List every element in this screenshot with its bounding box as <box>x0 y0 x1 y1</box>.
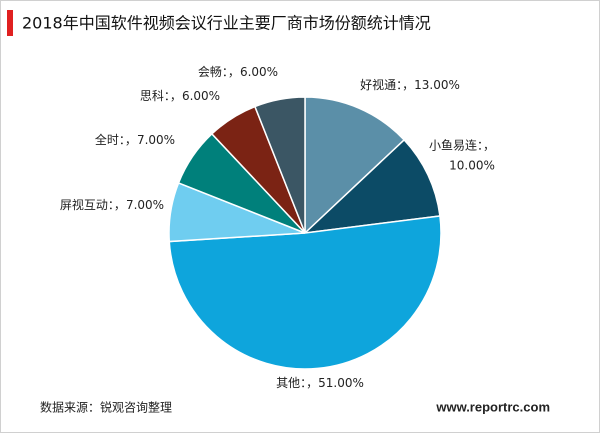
slice-category-label: 思科：， <box>140 89 182 103</box>
slice-label: 会畅：，6.00% <box>198 65 278 79</box>
slice-label: 全时：，7.00% <box>95 132 175 147</box>
slice-category-label: 好视通：， <box>360 77 414 92</box>
slice-category-label: 其他：， <box>276 376 318 390</box>
website: www.reportrc.com <box>435 399 550 414</box>
pie-slice <box>168 215 442 370</box>
slice-value-label: 7.00% <box>126 198 164 212</box>
slice-label: 思科：，6.00% <box>140 89 220 103</box>
pie-slice <box>302 138 441 235</box>
title-accent <box>7 10 13 36</box>
pie-slice <box>253 96 306 234</box>
source: 数据来源：锐观咨询整理 <box>40 400 172 415</box>
slice-value-label: 13.00% <box>414 78 460 92</box>
slice-category-label: 屏视互动：， <box>60 197 126 212</box>
slice-category-label: 全时：， <box>95 132 137 147</box>
slice-label: 其他：，51.00% <box>276 376 364 390</box>
pie-slice <box>304 96 406 235</box>
slice-value-label: 6.00% <box>240 65 278 79</box>
slice-value-label: 10.00% <box>449 159 495 173</box>
slice-label: 好视通：，13.00% <box>360 77 460 92</box>
slice-value-label: 6.00% <box>182 89 220 103</box>
slice-category-label: 会畅：， <box>198 65 240 79</box>
slice-label: 屏视互动：，7.00% <box>60 197 164 212</box>
slice-category-label: 小鱼易连：， <box>429 138 495 153</box>
slice-value-label: 7.00% <box>137 133 175 147</box>
slice-value-label: 51.00% <box>318 376 364 390</box>
chart-title: 2018年中国软件视频会议行业主要厂商市场份额统计情况 <box>22 14 431 33</box>
